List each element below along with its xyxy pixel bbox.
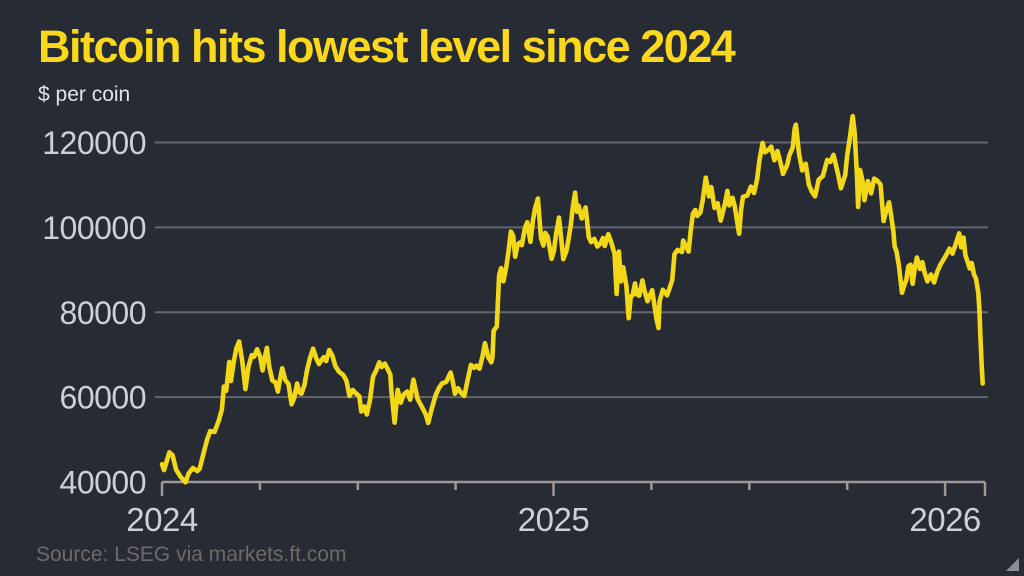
expand-corner-icon[interactable] [1006,558,1019,571]
x-tick-label: 2026 [909,501,980,538]
source-label: Source: LSEG via markets.ft.com [36,543,347,566]
y-tick-label: 100000 [42,210,146,246]
price-line [159,113,986,485]
x-tick-label: 2024 [126,501,198,538]
y-tick-label: 120000 [42,125,146,161]
y-tick-label: 80000 [60,295,146,331]
x-tick-label: 2025 [518,501,589,538]
y-tick-label: 60000 [60,380,146,416]
page-title: Bitcoin hits lowest level since 2024 [38,21,736,72]
y-tick-label: 40000 [60,465,146,501]
axis-unit-label: $ per coin [38,83,131,106]
